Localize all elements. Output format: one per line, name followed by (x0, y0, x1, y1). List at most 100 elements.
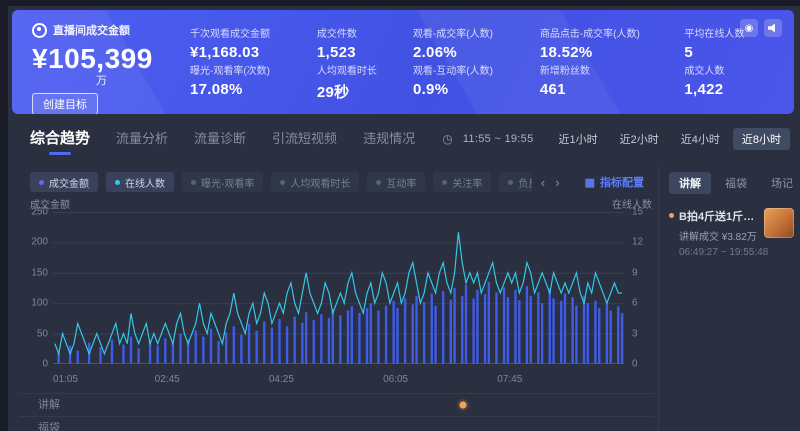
metric-chip[interactable]: 负反馈率 (499, 172, 532, 192)
create-goal-button[interactable]: 创建目标 (32, 93, 98, 114)
right-axis-ticks: 15 12 9 6 3 0 (628, 207, 654, 370)
hero-metric-value: 2.06% (412, 44, 457, 61)
metric-chip[interactable]: 在线人数 (106, 172, 174, 192)
nav-tab[interactable]: 违规情况 (363, 131, 416, 146)
chevron-right-icon[interactable]: › (555, 174, 560, 190)
metric-chip[interactable]: 互动率 (367, 172, 426, 192)
chip-dot-icon (115, 179, 120, 185)
summary-card: 直播间成交金额 ¥105,399 万 创建目标 千次观看成交金额 ¥1,168.0… (12, 10, 794, 114)
primary-metric-label: 直播间成交金额 (53, 25, 130, 37)
right-tick-label: 6 (632, 297, 638, 309)
metric-chip[interactable]: 成交金额 (30, 172, 98, 192)
primary-metric-header: 直播间成交金额 (32, 22, 192, 38)
nav-tab[interactable]: 流量诊断 (194, 131, 247, 146)
hero-metric-value: 1,422 (684, 81, 724, 98)
right-tick-label: 9 (632, 267, 638, 279)
nav-tab[interactable]: 综合趋势 (30, 127, 90, 155)
time-range-button[interactable]: 近4小时 (680, 134, 720, 146)
hero-metric-value: 0.9% (412, 81, 449, 98)
left-tick-label: 50 (36, 328, 48, 340)
hero-metric: 曝光-观看率(次数) 17.08% (190, 62, 309, 102)
chip-dot-icon (376, 179, 382, 185)
hero-metric: 千次观看成交金额 ¥1,168.03 (190, 25, 309, 62)
plot-area[interactable] (53, 212, 624, 364)
chip-label: 人均观看时长 (290, 178, 351, 190)
product-title: B拍4斤送1斤共35-4... (679, 211, 759, 223)
x-tick-label: 02:45 (154, 374, 180, 385)
event-marker-icon[interactable] (459, 401, 467, 409)
nav-tabs: 综合趋势 流量分析 流量诊断 引流短视频 违规情况 (30, 127, 415, 155)
time-range-button[interactable]: 近2小时 (619, 134, 659, 146)
metric-chip[interactable]: 曝光-观看率 (182, 172, 264, 192)
nav-tab[interactable]: 引流短视频 (272, 131, 338, 146)
nav-tabbar: 综合趋势 流量分析 流量诊断 引流短视频 违规情况 ◷ 11:55 ~ 19:55 近1… (30, 127, 790, 157)
chip-dot-icon (191, 179, 196, 185)
summary-card-actions: ◉ (740, 19, 782, 37)
metric-config-label: 指标配置 (600, 177, 644, 189)
grid-icon: ▦ (584, 176, 595, 189)
primary-metric: 直播间成交金额 ¥105,399 万 创建目标 (32, 22, 192, 114)
chip-dot-icon (280, 179, 286, 185)
right-tick-label: 3 (632, 328, 638, 340)
left-axis-title: 成交金额 (30, 200, 70, 211)
announce-icon[interactable] (764, 19, 782, 37)
hero-metric: 成交人数 1,422 (684, 62, 768, 102)
hero-metric-label: 观看-成交率(人数) (412, 29, 493, 40)
chip-label: 互动率 (386, 178, 417, 190)
hero-metric-label: 商品点击-成交率(人数) (539, 29, 640, 40)
hero-metric: 商品点击-成交率(人数) 18.52% (540, 25, 677, 62)
event-lane-label: 讲解 (38, 399, 60, 411)
time-range-button[interactable]: 近1小时 (558, 134, 598, 146)
chart-canvas (53, 212, 624, 364)
hero-metric-label: 成交件数 (316, 29, 357, 40)
event-lane-track (53, 394, 624, 416)
chip-label: 在线人数 (125, 178, 165, 190)
chip-label: 关注率 (452, 178, 483, 190)
time-range-button[interactable]: 近8小时 (732, 128, 790, 150)
panel-tab[interactable]: 福袋 (725, 178, 747, 190)
hero-metric: 成交件数 1,523 (317, 25, 405, 62)
summary-metrics-grid: 千次观看成交金额 ¥1,168.03 成交件数 1,523 观看-成交率(人数) 2.06… (190, 25, 768, 102)
explain-item[interactable]: B拍4斤送1斤共35-4... 讲解成交 ¥3.82万 06:49:27 ~ 1… (669, 208, 794, 258)
chip-label: 曝光-观看率 (201, 178, 255, 190)
chip-label: 负反馈率 (518, 178, 532, 190)
hero-metric-label: 平均在线人数 (684, 29, 745, 40)
metric-chip[interactable]: 人均观看时长 (271, 172, 360, 192)
chip-dot-icon (508, 179, 514, 185)
metric-chip[interactable]: 关注率 (433, 172, 492, 192)
metric-config-button[interactable]: ▦ 指标配置 (579, 173, 650, 191)
hero-metric-label: 新增粉丝数 (539, 66, 590, 77)
record-icon[interactable]: ◉ (740, 19, 758, 37)
hero-metric-label: 成交人数 (684, 66, 725, 77)
panel-tab[interactable]: 场记 (771, 178, 793, 190)
time-filter: ◷ 11:55 ~ 19:55 近1小时 近2小时 近4小时 近8小时 (442, 127, 790, 150)
event-lane: 福袋 (20, 416, 654, 431)
product-thumbnail (764, 208, 794, 238)
events-panel-tabs: 讲解 福袋 场记 (669, 172, 794, 194)
x-tick-label: 06:05 (383, 374, 409, 385)
hero-metric-value: 1,523 (316, 44, 356, 61)
left-tick-label: 150 (31, 267, 48, 279)
right-tick-label: 15 (632, 206, 644, 218)
primary-metric-unit: 万 (96, 75, 107, 87)
event-lane-label: 福袋 (38, 422, 60, 431)
left-axis-ticks: 250 200 150 100 50 0 (20, 207, 48, 370)
hero-metric-value: 18.52% (539, 44, 593, 61)
hero-metric-value: ¥1,168.03 (190, 44, 260, 61)
explain-deal-amount: 讲解成交 ¥3.82万 (679, 232, 757, 243)
x-axis-ticks: 01:05 02:45 04:25 06:05 07:45 (53, 374, 624, 386)
hero-metric-value: 461 (539, 81, 566, 98)
x-tick-label: 04:25 (268, 374, 294, 385)
hero-metric: 人均观看时长 29秒 (317, 62, 405, 102)
chevron-left-icon[interactable]: ‹ (540, 174, 546, 190)
nav-tab[interactable]: 流量分析 (116, 131, 169, 146)
target-icon (32, 22, 47, 38)
hero-metric: 新增粉丝数 461 (540, 62, 677, 102)
left-tick-label: 200 (31, 236, 48, 248)
chip-dot-icon (442, 179, 448, 185)
panel-tab[interactable]: 讲解 (669, 172, 711, 194)
clock-icon: ◷ (442, 132, 453, 146)
left-tick-label: 100 (31, 297, 48, 309)
explain-time-range: 06:49:27 ~ 19:55:48 (679, 247, 769, 258)
